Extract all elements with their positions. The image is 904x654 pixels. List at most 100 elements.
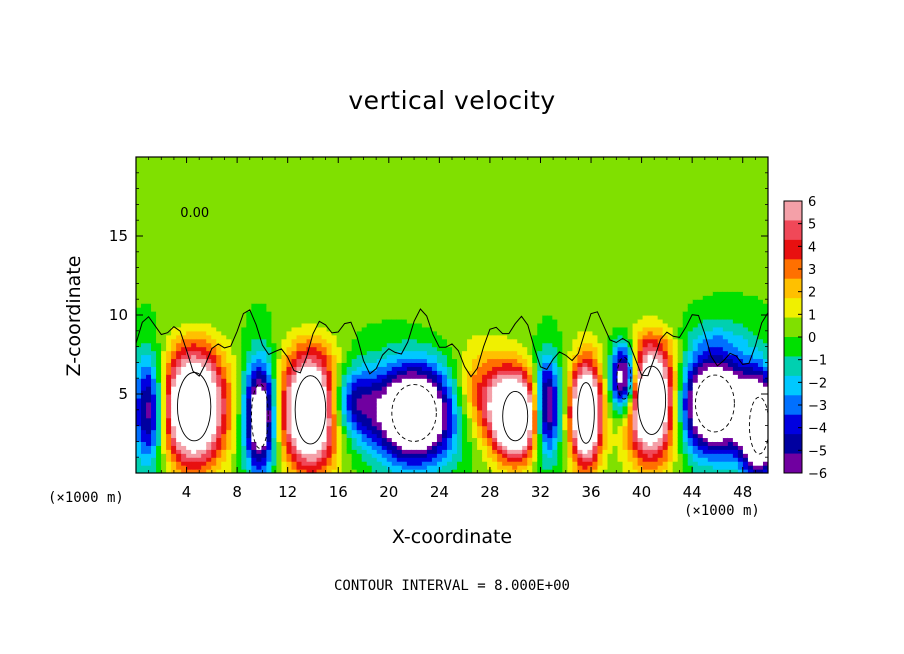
field-cell (316, 421, 323, 427)
field-cell (206, 445, 212, 450)
field-cell (436, 184, 443, 190)
field-cell (441, 299, 448, 304)
field-cell (301, 394, 308, 399)
field-cell (371, 275, 378, 281)
field-cell (246, 180, 252, 186)
field-cell (306, 239, 313, 245)
field-cell (261, 192, 268, 198)
field-cell (216, 224, 222, 229)
field-cell (231, 330, 237, 336)
field-cell (176, 413, 182, 419)
field-cell (341, 370, 348, 375)
field-cell (216, 374, 222, 379)
field-cell (241, 168, 247, 174)
field-cell (371, 425, 378, 431)
field-cell (321, 184, 328, 190)
field-cell (376, 307, 383, 312)
field-cell (156, 307, 162, 312)
field-cell (181, 164, 187, 170)
field-cell (136, 346, 142, 352)
field-cell (341, 457, 348, 462)
field-cell (146, 425, 152, 431)
field-cell (276, 433, 283, 439)
field-cell (196, 350, 202, 356)
field-cell (236, 465, 242, 470)
field-cell (321, 192, 328, 198)
field-cell (306, 405, 313, 411)
field-cell (256, 338, 262, 344)
field-cell (356, 346, 363, 352)
field-cell (251, 287, 257, 292)
field-cell (151, 287, 157, 292)
field-cell (236, 291, 242, 296)
field-cell (166, 386, 172, 391)
field-cell (391, 271, 398, 277)
field-cell (376, 168, 383, 174)
field-cell (286, 232, 293, 237)
field-cell (291, 465, 298, 470)
field-cell (261, 346, 268, 352)
field-cell (191, 413, 197, 419)
field-cell (146, 251, 152, 257)
field-cell (396, 263, 403, 269)
field-cell (236, 374, 242, 379)
field-cell (211, 425, 217, 431)
field-cell (161, 271, 167, 277)
field-cell (201, 457, 207, 462)
field-cell (256, 200, 262, 205)
field-cell (151, 220, 157, 225)
field-cell (221, 228, 227, 233)
field-cell (411, 401, 418, 407)
field-cell (236, 212, 242, 217)
field-cell (431, 271, 438, 277)
field-cell (366, 259, 373, 265)
field-cell (351, 354, 358, 360)
field-cell (376, 397, 383, 403)
field-cell (206, 370, 212, 375)
field-cell (156, 390, 162, 395)
field-cell (321, 405, 328, 411)
field-cell (246, 208, 252, 213)
field-cell (301, 457, 308, 462)
field-cell (316, 429, 323, 435)
field-cell (261, 267, 268, 273)
field-cell (266, 421, 273, 427)
field-cell (351, 409, 358, 415)
field-cell (406, 453, 413, 458)
field-cell (201, 164, 207, 170)
field-cell (246, 330, 252, 336)
field-cell (431, 469, 438, 473)
field-cell (241, 239, 247, 245)
field-cell (416, 303, 423, 308)
field-cell (186, 382, 192, 387)
field-cell (386, 196, 393, 202)
field-cell (426, 196, 433, 202)
field-cell (306, 322, 313, 328)
field-cell (246, 216, 252, 221)
field-cell (431, 275, 438, 281)
field-cell (156, 342, 162, 348)
field-cell (291, 318, 298, 324)
field-cell (226, 397, 232, 403)
field-cell (326, 421, 333, 427)
field-cell (181, 208, 187, 213)
field-cell (351, 239, 358, 245)
field-cell (361, 378, 368, 383)
field-cell (231, 370, 237, 375)
field-cell (136, 425, 142, 431)
field-cell (446, 417, 453, 423)
field-cell (161, 461, 167, 466)
field-cell (156, 445, 162, 450)
field-cell (216, 433, 222, 439)
field-cell (396, 239, 403, 245)
field-cell (196, 453, 202, 458)
field-cell (421, 469, 428, 473)
field-cell (226, 251, 232, 257)
field-cell (231, 267, 237, 273)
field-cell (191, 307, 197, 312)
field-cell (391, 204, 398, 209)
field-cell (376, 251, 383, 257)
field-cell (371, 212, 378, 217)
field-cell (341, 239, 348, 245)
